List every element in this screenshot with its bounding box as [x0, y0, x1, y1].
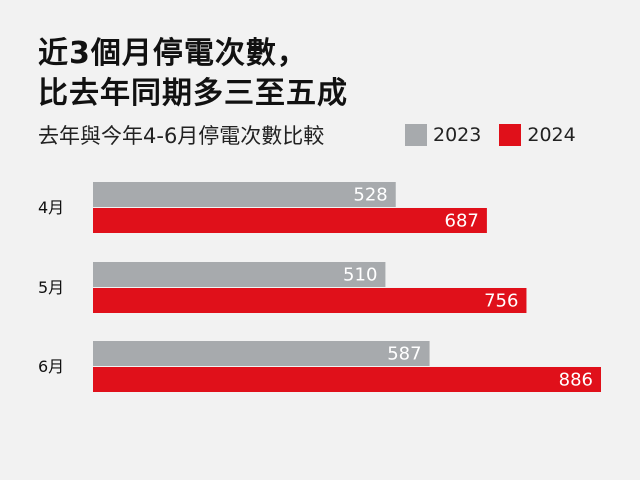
legend-item-2024: 2024 — [499, 124, 576, 146]
bar-2024-5 — [93, 288, 527, 313]
chart-title: 近3個月停電次數， 比去年同期多三至五成 — [38, 34, 348, 114]
data-label: 510 — [343, 265, 377, 286]
legend-item-2023: 2023 — [405, 124, 481, 146]
category-label: 4月 — [38, 198, 64, 217]
legend: 2023 2024 — [405, 124, 576, 146]
title-line-2: 比去年同期多三至五成 — [38, 76, 348, 111]
bar-2023-4 — [93, 182, 396, 207]
bar-2023-6 — [93, 341, 430, 366]
data-label: 587 — [387, 344, 421, 365]
bar-2024-6 — [93, 367, 601, 392]
data-label: 886 — [559, 370, 593, 391]
legend-swatch-2024 — [499, 124, 522, 146]
legend-label-2024: 2024 — [527, 124, 576, 146]
category-label: 5月 — [38, 278, 64, 297]
data-label: 687 — [445, 211, 479, 232]
category-label: 6月 — [38, 357, 64, 376]
legend-label-2023: 2023 — [433, 124, 482, 146]
bar-2024-4 — [93, 208, 487, 233]
chart-subtitle: 去年與今年4-6月停電次數比較 — [38, 124, 325, 148]
title-line-1: 近3個月停電次數， — [38, 36, 308, 71]
data-label: 756 — [484, 291, 518, 312]
legend-swatch-2023 — [405, 124, 427, 146]
data-label: 528 — [353, 185, 387, 206]
bar-2023-5 — [93, 262, 386, 287]
